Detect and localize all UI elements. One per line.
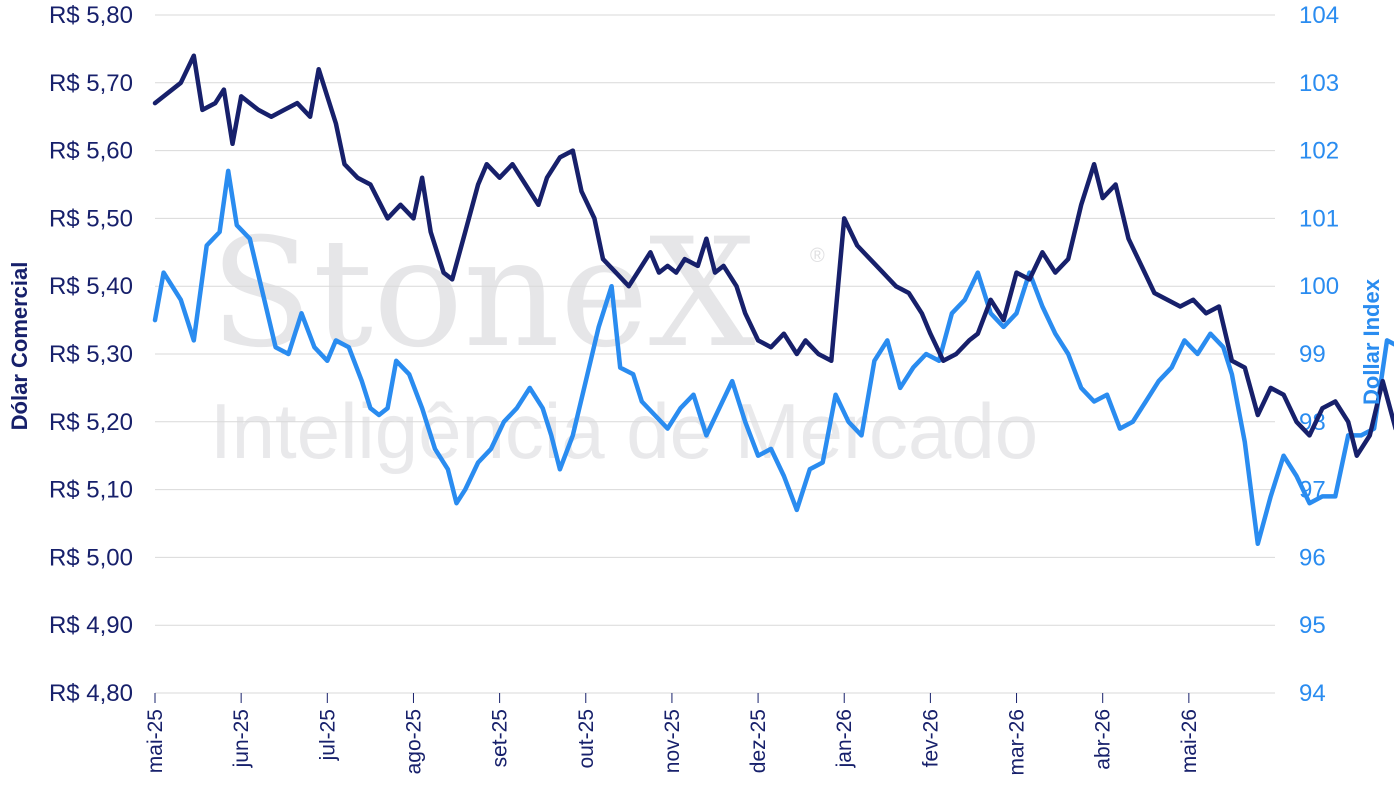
x-axis: mai-25 jun-25 jul-25 ago-25 set-25 out-25 nov-…	[144, 693, 1201, 776]
x-tick-label: set-25	[489, 709, 512, 767]
y-tick-left: R$ 5,50	[49, 205, 133, 232]
y-tick-right: 100	[1299, 273, 1339, 300]
y-tick-right: 95	[1299, 612, 1326, 639]
x-tick-label: jun-25	[230, 709, 253, 768]
y-axis-left: R$ 4,80 R$ 4,90 R$ 5,00 R$ 5,10 R$ 5,20 R$ 5,…	[49, 2, 133, 707]
gridlines	[155, 14, 1275, 694]
x-tick-label: out-25	[575, 709, 598, 769]
watermark: StoneX ® Inteligência de Mercado	[210, 207, 1038, 475]
y-tick-left: R$ 5,30	[49, 341, 133, 368]
y-axis-left-title: Dólar Comercial	[7, 262, 32, 431]
y-axis-right-title: Dollar Index	[1359, 278, 1384, 405]
x-tick-label: abr-26	[1092, 709, 1115, 770]
y-tick-right: 103	[1299, 70, 1339, 97]
y-tick-left: R$ 5,40	[49, 273, 133, 300]
x-tick-label: ago-25	[402, 709, 425, 774]
y-tick-right: 96	[1299, 544, 1326, 571]
y-tick-left: R$ 5,20	[49, 409, 133, 436]
x-tick-label: jul-25	[316, 709, 339, 761]
x-tick-label: jan-26	[833, 709, 856, 768]
y-tick-left: R$ 5,70	[49, 70, 133, 97]
x-tick-label: dez-25	[747, 709, 770, 773]
y-tick-left: R$ 5,60	[49, 138, 133, 165]
y-tick-right: 102	[1299, 138, 1339, 165]
x-tick-label: mar-26	[1006, 709, 1029, 776]
watermark-brand: StoneX	[210, 207, 756, 381]
y-tick-left: R$ 4,80	[49, 680, 133, 707]
y-tick-right: 94	[1299, 680, 1326, 707]
series-line-dolar-comercial	[152, 53, 1394, 458]
y-tick-left: R$ 5,00	[49, 544, 133, 571]
y-tick-right: 101	[1299, 205, 1339, 232]
y-tick-right: 99	[1299, 341, 1326, 368]
series-group	[152, 53, 1394, 547]
y-tick-right: 104	[1299, 2, 1339, 29]
x-tick-label: mai-25	[144, 709, 167, 773]
watermark-registered: ®	[810, 245, 825, 267]
x-tick-label: nov-25	[661, 709, 684, 773]
watermark-subtitle: Inteligência de Mercado	[210, 387, 1038, 475]
series-line-dollar-index	[152, 168, 1394, 547]
y-tick-left: R$ 4,90	[49, 612, 133, 639]
x-tick-label: mai-26	[1178, 709, 1201, 773]
y-tick-left: R$ 5,10	[49, 477, 133, 504]
x-tick-label: fev-26	[919, 709, 942, 767]
y-tick-left: R$ 5,80	[49, 2, 133, 29]
